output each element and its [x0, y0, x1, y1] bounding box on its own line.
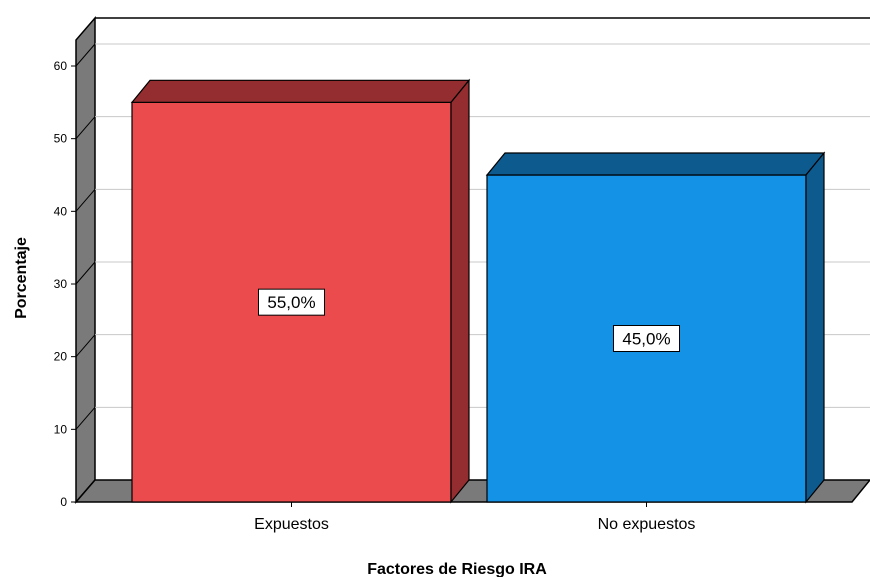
gridline-side [75, 407, 96, 430]
category-label: No expuestos [598, 516, 696, 533]
category-labels: Expuestos No expuestos [254, 502, 695, 533]
data-label: 55,0% [267, 293, 315, 312]
bar-top [485, 152, 826, 176]
category-label: Expuestos [254, 516, 329, 533]
bar-side [805, 151, 825, 504]
gridline-side [75, 334, 96, 357]
gridline-side [75, 116, 96, 139]
y-axis-title: Porcentaje [13, 237, 30, 319]
bar-side [450, 78, 470, 504]
data-label-box [613, 325, 680, 352]
bar-top [130, 79, 471, 103]
data-label: 45,0% [622, 330, 670, 349]
y-tick-label: 20 [54, 350, 68, 364]
gridline-side [75, 43, 96, 67]
gridline-side [75, 189, 96, 212]
data-labels: 55,0% 45,0% [258, 288, 680, 352]
y-axis-ticks: 0 10 20 30 40 50 60 [54, 59, 76, 509]
y-tick-label: 40 [54, 204, 68, 218]
y-tick-label: 60 [54, 59, 68, 73]
y-tick-label: 0 [60, 495, 67, 509]
gridline-side [75, 261, 96, 285]
left-wall [75, 15, 96, 505]
bars [130, 78, 826, 504]
x-axis-title: Factores de Riesgo IRA [367, 561, 547, 577]
y-tick-label: 50 [54, 132, 68, 146]
data-label-box [258, 288, 325, 316]
y-tick-label: 10 [54, 422, 68, 436]
y-tick-label: 30 [54, 277, 68, 291]
